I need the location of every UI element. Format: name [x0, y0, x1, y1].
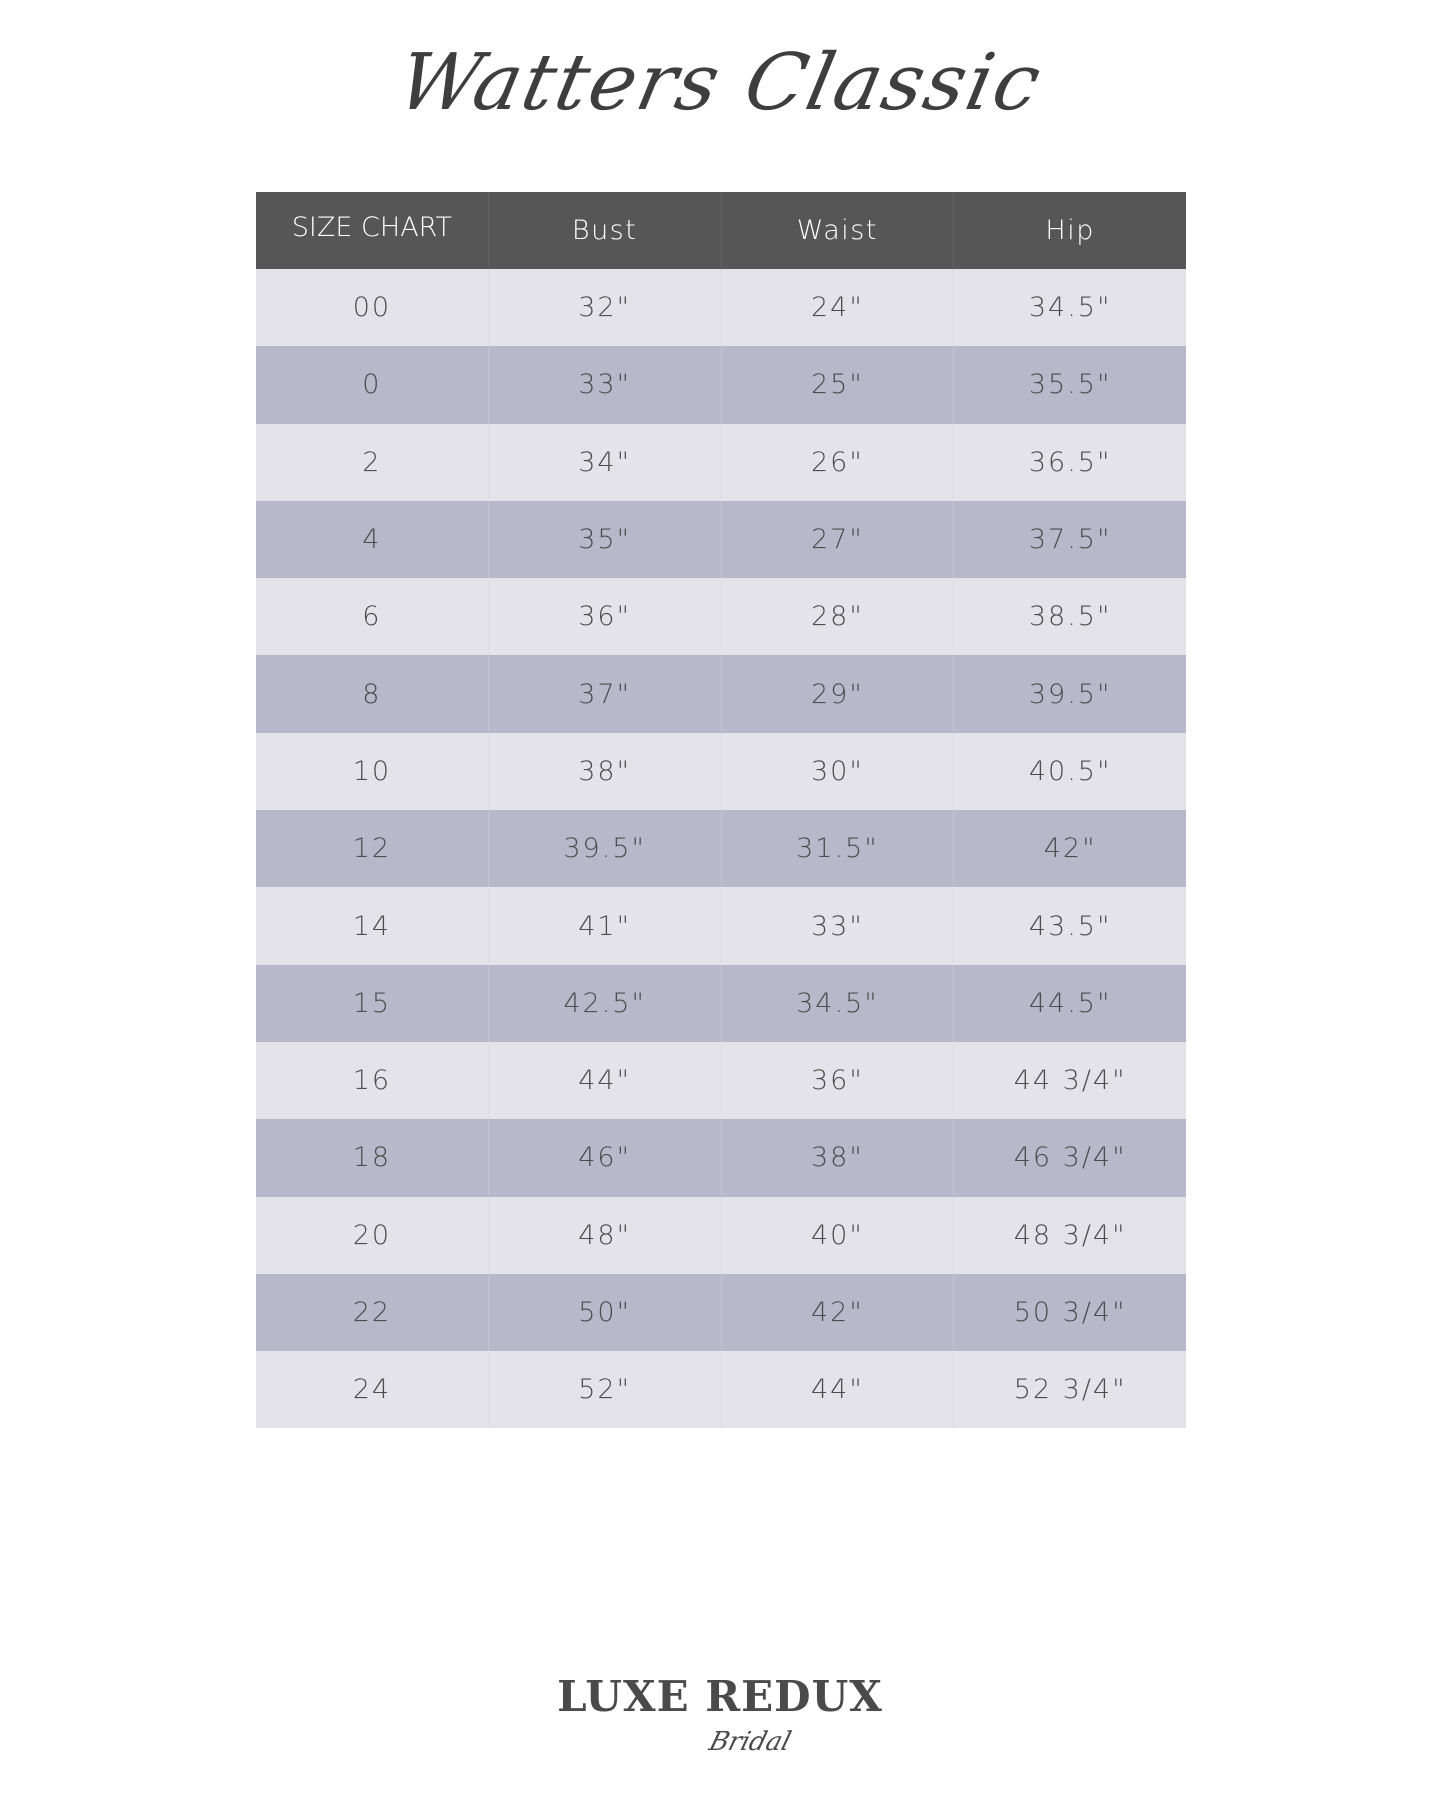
header-waist: Waist [720, 192, 954, 269]
cell-waist: 40" [720, 1196, 954, 1274]
cell-hip: 36.5" [953, 423, 1186, 501]
cell-size: 12 [352, 833, 392, 865]
cell-waist: 38" [720, 1119, 954, 1197]
table-row: 0 33" 25" 35.5" [256, 346, 1186, 424]
cell-size: 22 [352, 1297, 392, 1328]
cell-waist: 28" [720, 578, 954, 656]
cell-size: 24 [352, 1374, 392, 1406]
cell-bust: 37" [487, 655, 721, 733]
size-chart-table: SIZE CHART Bust Waist Hip 00 32" 24" 34.5" 0… [256, 192, 1186, 1429]
cell-waist: 30" [720, 732, 954, 811]
cell-size: 8 [362, 678, 382, 710]
cell-bust: 52" [487, 1351, 721, 1429]
table-header: SIZE CHART Bust Waist Hip [256, 192, 1186, 269]
cell-hip: 44 3/4" [953, 1041, 1186, 1120]
cell-size: 00 [352, 292, 392, 324]
cell-hip: 38.5" [953, 578, 1186, 656]
table-row: 14 41" 33" 43.5" [256, 887, 1186, 965]
table-row: 10 38" 30" 40.5" [256, 732, 1186, 811]
cell-bust: 41" [487, 887, 721, 965]
cell-hip: 50 3/4" [953, 1273, 1186, 1352]
table-row: 12 39.5" 31.5" 42" [256, 810, 1186, 888]
table-row: 2 34" 26" 36.5" [256, 423, 1186, 501]
cell-size: 0 [362, 369, 382, 401]
cell-bust: 42.5" [487, 964, 721, 1042]
cell-bust: 35" [487, 500, 721, 579]
cell-waist: 26" [720, 423, 954, 501]
cell-size: 6 [362, 601, 382, 633]
cell-hip: 37.5" [953, 500, 1186, 579]
logo-sub-text: Bridal [705, 1727, 795, 1757]
header-hip: Hip [953, 192, 1186, 269]
header-size-chart: SIZE CHART [291, 212, 452, 243]
table-row: 00 32" 24" 34.5" [256, 269, 1186, 347]
cell-waist: 27" [720, 500, 954, 579]
cell-bust: 38" [487, 732, 721, 811]
cell-waist: 36" [720, 1041, 954, 1120]
cell-size: 2 [362, 446, 382, 478]
cell-size: 4 [362, 524, 382, 556]
cell-bust: 39.5" [487, 810, 721, 888]
table-row: 22 50" 42" 50 3/4" [256, 1273, 1186, 1352]
cell-bust: 44" [487, 1041, 721, 1120]
cell-size: 14 [352, 910, 392, 942]
cell-waist: 33" [720, 887, 954, 965]
cell-hip: 48 3/4" [953, 1196, 1186, 1274]
table-body: 00 32" 24" 34.5" 0 33" 25" 35.5" 2 34" 26" 36.5" 4 35… [256, 269, 1186, 1429]
brand-logo: LUXE REDUX Bridal [0, 1672, 1440, 1758]
cell-waist: 24" [720, 269, 954, 347]
cell-size: 16 [352, 1065, 392, 1097]
cell-bust: 48" [487, 1196, 721, 1274]
page-title: Watters Classic [390, 38, 1050, 128]
cell-waist: 34.5" [720, 964, 954, 1042]
cell-hip: 35.5" [953, 346, 1186, 424]
table-row: 4 35" 27" 37.5" [256, 500, 1186, 579]
cell-hip: 43.5" [953, 887, 1186, 965]
cell-waist: 42" [720, 1273, 954, 1352]
table-row: 18 46" 38" 46 3/4" [256, 1119, 1186, 1197]
cell-bust: 46" [487, 1119, 721, 1197]
cell-bust: 33" [487, 346, 721, 424]
table-row: 16 44" 36" 44 3/4" [256, 1041, 1186, 1120]
cell-bust: 50" [487, 1273, 721, 1352]
cell-hip: 40.5" [953, 732, 1186, 811]
cell-waist: 29" [720, 655, 954, 733]
logo-main-text: LUXE REDUX [557, 1672, 883, 1721]
table-row: 24 52" 44" 52 3/4" [256, 1351, 1186, 1429]
cell-size: 18 [352, 1142, 392, 1174]
table-row: 8 37" 29" 39.5" [256, 655, 1186, 733]
cell-hip: 46 3/4" [953, 1119, 1186, 1197]
table-row: 15 42.5" 34.5" 44.5" [256, 964, 1186, 1042]
cell-bust: 34" [487, 423, 721, 501]
cell-hip: 44.5" [953, 964, 1186, 1042]
cell-size: 15 [352, 987, 392, 1019]
cell-waist: 25" [720, 346, 954, 424]
cell-size: 10 [352, 755, 392, 787]
cell-hip: 42" [953, 810, 1186, 888]
cell-waist: 44" [720, 1351, 954, 1429]
cell-size: 20 [352, 1219, 392, 1251]
cell-hip: 39.5" [953, 655, 1186, 733]
table-row: 20 48" 40" 48 3/4" [256, 1196, 1186, 1274]
table-row: 6 36" 28" 38.5" [256, 578, 1186, 656]
cell-waist: 31.5" [720, 810, 954, 888]
header-bust: Bust [487, 192, 721, 269]
cell-bust: 36" [487, 578, 721, 656]
cell-bust: 32" [487, 269, 721, 347]
cell-hip: 52 3/4" [953, 1351, 1186, 1429]
cell-hip: 34.5" [953, 269, 1186, 347]
